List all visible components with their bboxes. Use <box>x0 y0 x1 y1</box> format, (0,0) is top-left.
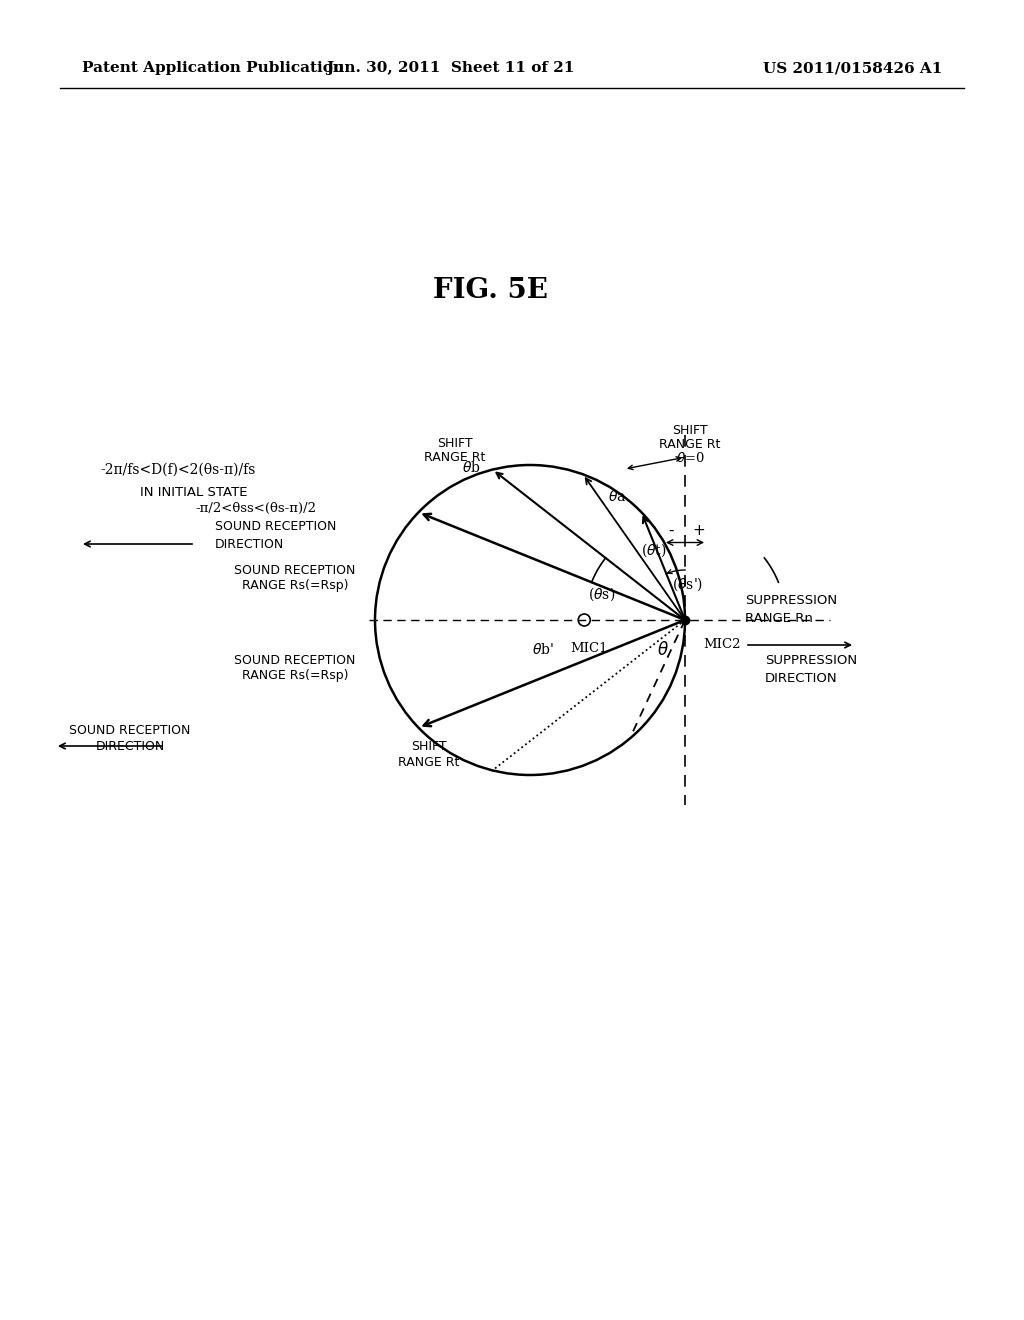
Text: ($\theta$s): ($\theta$s) <box>588 585 615 603</box>
Text: RANGE Rn: RANGE Rn <box>745 611 813 624</box>
Text: FIG. 5E: FIG. 5E <box>432 276 548 304</box>
Text: RANGE Rs(=Rsp): RANGE Rs(=Rsp) <box>242 579 348 593</box>
Text: DIRECTION: DIRECTION <box>215 537 285 550</box>
Text: SHIFT: SHIFT <box>672 424 708 437</box>
Text: SOUND RECEPTION: SOUND RECEPTION <box>234 564 355 577</box>
Text: +: + <box>692 523 706 539</box>
Text: ($\theta$s'): ($\theta$s') <box>672 576 702 594</box>
Text: SOUND RECEPTION: SOUND RECEPTION <box>234 653 355 667</box>
Text: $\theta$b': $\theta$b' <box>532 642 554 657</box>
Text: IN INITIAL STATE: IN INITIAL STATE <box>140 486 248 499</box>
Text: DIRECTION: DIRECTION <box>765 672 838 685</box>
Text: RANGE Rs(=Rsp): RANGE Rs(=Rsp) <box>242 669 348 682</box>
Text: $\theta$=0: $\theta$=0 <box>676 451 705 465</box>
Text: MIC2: MIC2 <box>703 638 740 651</box>
Text: SHIFT: SHIFT <box>436 437 472 450</box>
Text: $\theta$: $\theta$ <box>657 642 669 659</box>
Text: $\theta$b: $\theta$b <box>462 459 480 475</box>
Text: MIC1: MIC1 <box>570 642 608 655</box>
Text: -π/2<θss<(θs-π)/2: -π/2<θss<(θs-π)/2 <box>195 502 316 515</box>
Text: -: - <box>669 523 674 539</box>
Text: RANGE Rt: RANGE Rt <box>424 450 485 463</box>
Text: SUPPRESSION: SUPPRESSION <box>765 655 857 668</box>
Text: -2π/fs<D(f)<2(θs-π)/fs: -2π/fs<D(f)<2(θs-π)/fs <box>100 463 255 477</box>
Text: Patent Application Publication: Patent Application Publication <box>82 61 344 75</box>
Text: US 2011/0158426 A1: US 2011/0158426 A1 <box>763 61 942 75</box>
Text: RANGE Rt: RANGE Rt <box>397 755 459 768</box>
Text: SOUND RECEPTION: SOUND RECEPTION <box>215 520 336 532</box>
Text: DIRECTION: DIRECTION <box>95 739 165 752</box>
Text: SHIFT: SHIFT <box>411 739 446 752</box>
Text: Jun. 30, 2011  Sheet 11 of 21: Jun. 30, 2011 Sheet 11 of 21 <box>326 61 574 75</box>
Text: SUPPRESSION: SUPPRESSION <box>745 594 838 606</box>
Text: SOUND RECEPTION: SOUND RECEPTION <box>70 723 190 737</box>
Text: $\theta$a: $\theta$a <box>608 490 627 504</box>
Text: ($\theta$t): ($\theta$t) <box>641 541 667 558</box>
Text: RANGE Rt: RANGE Rt <box>659 438 721 451</box>
